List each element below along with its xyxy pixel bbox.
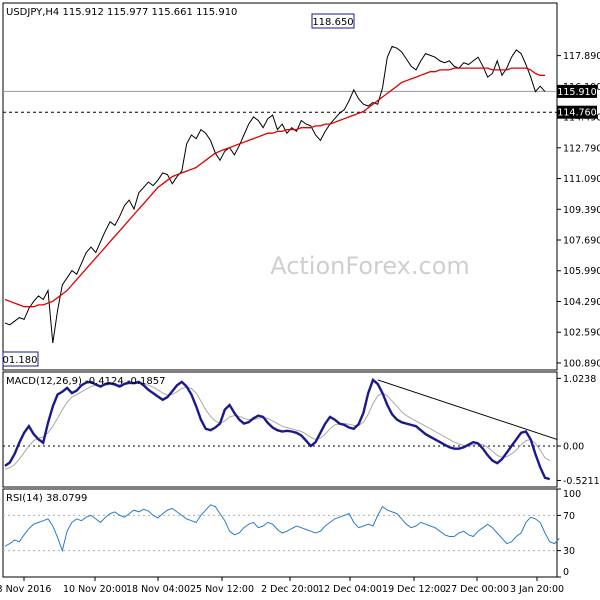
macd-axis-label: 0.00 [563,442,584,453]
time-axis-label: 25 Nov 12:00 [190,584,254,595]
price-axis-label: 109.390 [563,205,600,216]
price-axis-label: 100.890 [563,358,600,369]
price-axis-label: 112.790 [563,143,600,154]
high-annotation-box [311,13,355,29]
low-annotation-label: 01.180 [3,355,38,366]
high-annotation: 118.650 [311,13,355,29]
time-axis-label: 3 Nov 2016 [0,584,51,595]
level-badge-label: 114.760 [557,108,596,119]
price-axis-label: 102.590 [563,328,600,339]
macd-series [4,377,551,481]
macd-axis-label: -0.5211 [563,476,600,487]
time-axis-label: 3 Jan 20:00 [510,584,564,595]
rsi-title: RSI(14) 38.0799 [6,493,87,504]
moving-average-series [4,67,545,308]
time-axis-label: 27 Dec 00:00 [445,584,509,595]
price-axis-label: 117.890 [563,51,600,62]
price-axis-label: 107.690 [563,236,600,247]
price-axis-label: 104.290 [563,297,600,308]
current-price-badge-label: 115.910 [557,87,596,98]
rsi-panel: 100 70 30 0 RSI(14) 38.0799 [2,488,581,578]
high-annotation-label: 118.650 [312,17,353,28]
watermark: ActionForex.com [270,252,470,280]
macd-title: MACD(12,26,9) -0.4124 -0.1857 [6,376,166,387]
time-axis-label: 2 Dec 20:00 [261,584,319,595]
rsi-series [4,504,560,553]
main-panel: ActionForex.com 117.890116.190114.490112… [2,2,600,371]
rsi-levels [3,514,557,552]
current-price-badge: 115.910 [557,84,597,98]
price-axis-label: 111.090 [563,174,600,185]
macd-trendline [377,379,558,440]
main-price-axis: 117.890116.190114.490112.790111.090109.3… [557,51,600,369]
rsi-axis-label: 0 [563,567,569,578]
price-axis-label: 105.990 [563,266,600,277]
current-price-badge-box [557,84,597,98]
main-title: USDJPY,H4 115.912 115.977 115.661 115.91… [6,7,237,18]
rsi-panel-frame [2,488,558,578]
time-axis-label: 18 Nov 04:00 [126,584,190,595]
level-badge: 114.760 [557,105,597,119]
price-series [4,45,546,343]
macd-panel: 1.0238 0.00 -0.5211 MACD(12,26,9) -0.4124 … [2,371,600,488]
macd-axis-label: 1.0238 [563,374,596,385]
time-axis-label: 10 Nov 20:00 [63,584,127,595]
time-axis-label: 19 Dec 12:00 [382,584,446,595]
time-axis-label: 12 Dec 04:00 [318,584,382,595]
macd-axis: 1.0238 0.00 -0.5211 [557,374,600,487]
rsi-axis-label: 70 [563,511,575,522]
main-panel-frame [2,2,558,371]
rsi-axis-label: 100 [563,489,581,500]
low-annotation-box [2,351,39,367]
macd-panel-frame [2,371,558,488]
low-annotation: 01.180 [2,351,39,367]
rsi-axis-label: 30 [563,546,575,557]
level-badge-box [557,105,597,119]
rsi-axis: 100 70 30 0 [557,488,581,578]
